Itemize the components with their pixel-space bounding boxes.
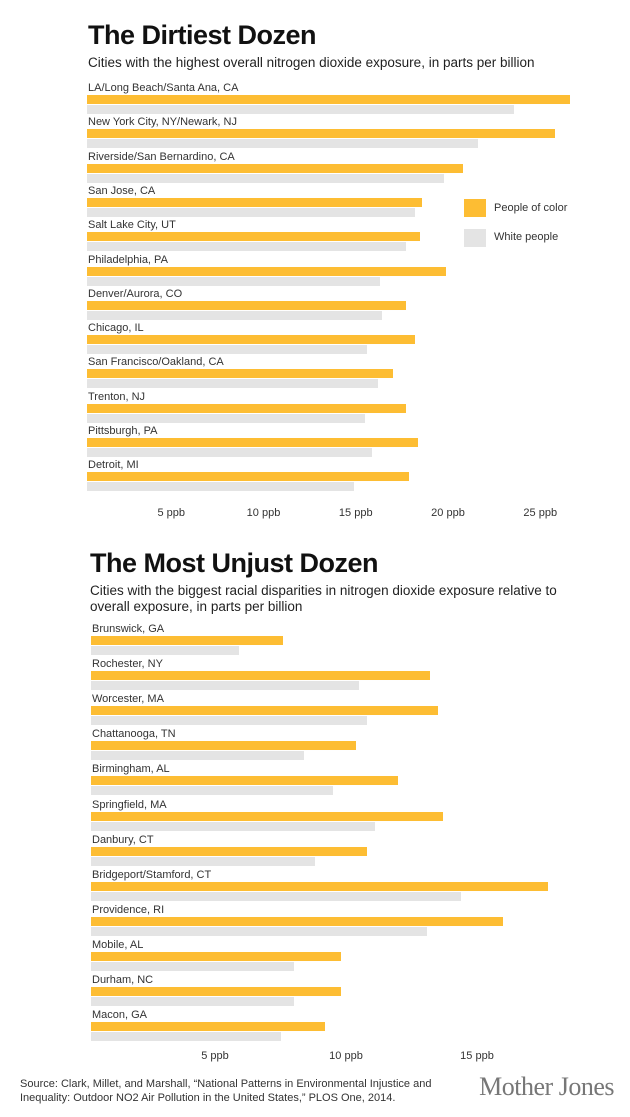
bar-white-people (91, 961, 294, 971)
bar-people-of-color (87, 403, 406, 413)
axis-tick-label: 15 ppb (338, 507, 373, 519)
bar-people-of-color (91, 881, 548, 891)
bar-people-of-color (87, 232, 421, 242)
category-label: Trenton, NJ (88, 390, 146, 403)
category-label: Chattanooga, TN (92, 728, 176, 741)
bar-white-people (87, 482, 354, 492)
bar-white-people (91, 681, 360, 691)
axis-tick-label: 15 ppb (460, 1050, 494, 1062)
category-label: Durham, NC (92, 974, 154, 986)
bar-people-of-color (87, 197, 423, 207)
category-label: Denver/Aurora, CO (88, 287, 183, 300)
category-label: Detroit, MI (88, 459, 139, 472)
category-label: Springfield, MA (92, 798, 167, 811)
chart1-subtitle: Cities with the highest overall nitrogen… (88, 55, 535, 70)
bar-white-people (91, 856, 315, 866)
category-label: Salt Lake City, UT (88, 219, 176, 232)
source-note: Source: Clark, Millet, and Marshall, “Na… (20, 1078, 432, 1104)
bar-white-people (87, 276, 380, 286)
chart2-title: The Most Unjust Dozen (90, 548, 379, 578)
bar-people-of-color (91, 916, 504, 926)
axis-tick-label: 20 ppb (431, 507, 465, 519)
bar-white-people (87, 139, 478, 149)
category-label: Philadelphia, PA (88, 253, 168, 266)
legend-swatch-white (464, 229, 486, 247)
category-label: Pittsburgh, PA (88, 425, 158, 437)
bar-people-of-color (87, 335, 415, 345)
bar-white-people (87, 310, 382, 320)
bar-people-of-color (91, 636, 284, 645)
bar-white-people (91, 751, 305, 761)
category-label: Riverside/San Bernardino, CA (88, 150, 235, 163)
category-label: New York City, NY/Newark, NJ (88, 116, 237, 129)
chart1-title: The Dirtiest Dozen (88, 20, 317, 50)
bar-white-people (91, 821, 375, 831)
bar-people-of-color (87, 129, 555, 139)
category-label: Worcester, MA (92, 693, 164, 706)
category-label: Rochester, NY (92, 658, 163, 671)
axis-tick-label: 5 ppb (157, 507, 186, 519)
category-label: Bridgeport/Stamford, CT (92, 868, 212, 881)
bar-white-people (91, 786, 333, 796)
bar-people-of-color (87, 95, 570, 104)
bar-white-people (87, 413, 365, 423)
axis-tick-label: 10 ppb (329, 1050, 363, 1062)
bar-white-people (87, 448, 373, 457)
axis-tick-label: 25 ppb (523, 507, 558, 519)
bar-white-people (91, 716, 367, 726)
legend-label-poc: People of color (494, 202, 568, 214)
bar-people-of-color (87, 472, 410, 482)
bar-white-people (91, 997, 294, 1006)
legend-label-white: White people (494, 231, 559, 243)
category-label: Providence, RI (92, 903, 165, 916)
bar-white-people (87, 242, 406, 252)
bar-people-of-color (91, 811, 443, 821)
legend-swatch-poc (464, 199, 486, 217)
bar-white-people (91, 646, 239, 655)
bar-people-of-color (91, 846, 367, 856)
category-label: Brunswick, GA (92, 623, 165, 635)
bar-white-people (87, 345, 367, 355)
bar-people-of-color (91, 987, 341, 996)
bar-white-people (91, 1032, 281, 1042)
chart2-subtitle: Cities with the biggest racial dispariti… (90, 583, 557, 614)
category-label: Danbury, CT (92, 833, 154, 846)
category-label: LA/Long Beach/Santa Ana, CA (88, 82, 239, 94)
mother-jones-logo: Mother Jones (479, 1072, 614, 1101)
bar-people-of-color (91, 671, 430, 681)
category-label: Birmingham, AL (92, 763, 170, 776)
bar-white-people (91, 926, 428, 936)
bar-people-of-color (91, 1022, 326, 1032)
bar-people-of-color (87, 266, 447, 276)
bar-people-of-color (91, 741, 357, 751)
bar-people-of-color (91, 776, 399, 786)
category-label: San Francisco/Oakland, CA (88, 356, 224, 369)
category-label: Chicago, IL (88, 322, 144, 335)
axis-tick-label: 10 ppb (246, 507, 281, 519)
category-label: Mobile, AL (92, 938, 144, 951)
bar-people-of-color (87, 163, 463, 173)
bar-white-people (91, 891, 462, 901)
bar-people-of-color (87, 300, 406, 310)
bar-people-of-color (87, 438, 419, 447)
bar-white-people (87, 207, 415, 217)
category-label: Macon, GA (92, 1009, 148, 1022)
bar-white-people (87, 105, 515, 114)
axis-tick-label: 5 ppb (201, 1050, 229, 1062)
bar-white-people (87, 379, 378, 389)
category-label: San Jose, CA (88, 184, 156, 197)
bar-white-people (87, 173, 445, 183)
bar-people-of-color (87, 369, 393, 379)
bar-people-of-color (91, 951, 341, 961)
bar-people-of-color (91, 706, 438, 716)
